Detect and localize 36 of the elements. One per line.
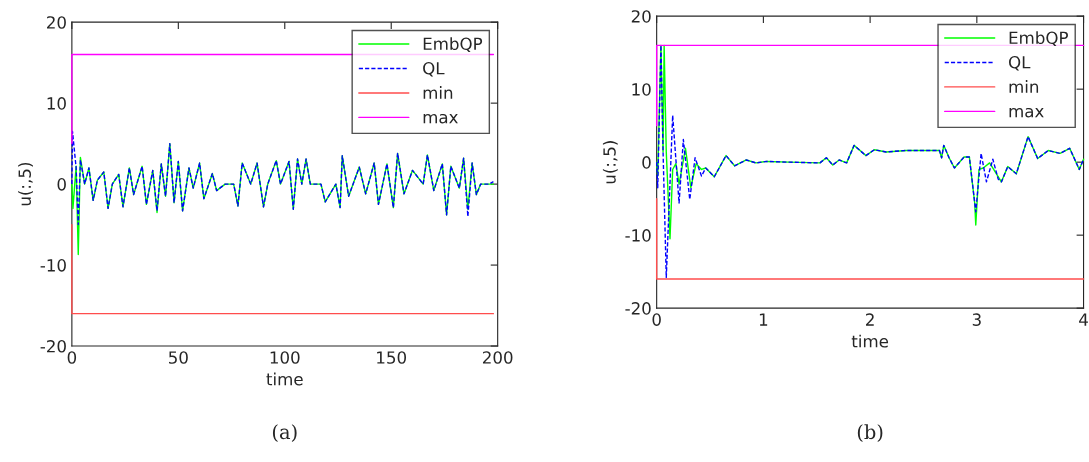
line-series bbox=[655, 44, 1085, 279]
x-axis-title: time bbox=[851, 334, 889, 348]
y-tick-label: -20 bbox=[40, 340, 66, 353]
legend-label: EmbQP bbox=[1009, 31, 1068, 46]
x-tick-label: 200 bbox=[482, 351, 513, 364]
x-tick-label: 50 bbox=[169, 351, 188, 364]
y-tick-label: 10 bbox=[632, 83, 651, 96]
y-tick-label: 20 bbox=[631, 10, 651, 23]
x-tick-label: 100 bbox=[270, 351, 300, 364]
legend-label: max bbox=[423, 113, 458, 124]
y-tick-label: -20 bbox=[625, 302, 651, 315]
y-tick-label: 0 bbox=[642, 156, 651, 169]
legend-label: min bbox=[1009, 80, 1039, 93]
y-tick-label: -10 bbox=[40, 259, 66, 272]
y-tick-label: 20 bbox=[47, 16, 66, 29]
x-tick-label: 0 bbox=[652, 313, 661, 326]
text: (b) bbox=[857, 424, 883, 442]
x-tick-label: 3 bbox=[972, 313, 981, 326]
legend-label: QL bbox=[1008, 55, 1031, 71]
y-axis-title: u(:,5) bbox=[602, 141, 618, 184]
legend-label: QL bbox=[423, 61, 445, 77]
y-axis-title: u(:,5) bbox=[18, 163, 33, 206]
x-tick-label: 0 bbox=[67, 351, 77, 364]
text: (a) bbox=[272, 424, 297, 442]
legend-label: min bbox=[423, 86, 453, 99]
x-tick-label: 1 bbox=[759, 313, 768, 326]
x-axis-title: time bbox=[266, 372, 303, 386]
x-tick-label: 150 bbox=[377, 351, 407, 364]
x-tick-label: 4 bbox=[1079, 313, 1088, 326]
x-tick-label: 2 bbox=[866, 313, 874, 326]
legend-label: EmbQP bbox=[423, 37, 483, 52]
y-tick-label: 0 bbox=[57, 178, 66, 191]
line-series bbox=[655, 44, 1085, 240]
y-tick-label: 10 bbox=[47, 97, 66, 110]
y-tick-label: -10 bbox=[625, 229, 651, 242]
legend-label: max bbox=[1009, 107, 1044, 118]
